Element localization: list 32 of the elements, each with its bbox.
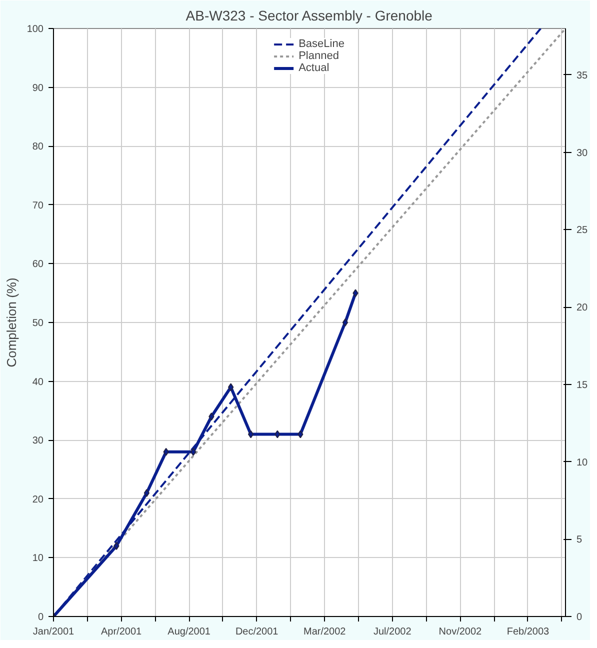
y-tick-label: 100 <box>26 24 44 35</box>
y-tick-label: 40 <box>32 376 44 388</box>
y-axis-title: Completion (%) <box>4 278 19 368</box>
x-tick-label: Mar/2002 <box>304 626 346 638</box>
x-tick-label: Feb/2003 <box>506 626 550 638</box>
y2-tick-label: 15 <box>576 380 588 391</box>
x-tick-label: Apr/2001 <box>100 626 142 638</box>
x-tick-label: Nov/2002 <box>438 626 482 638</box>
legend-label: Planned <box>298 50 339 62</box>
x-tick-label: Aug/2001 <box>168 626 211 638</box>
y-tick-label: 0 <box>38 612 44 623</box>
y2-tick-label: 0 <box>576 612 582 623</box>
chart-title: AB-W323 - Sector Assembly - Grenoble <box>186 8 433 24</box>
y-tick-label: 10 <box>32 553 44 564</box>
y-tick-label: 60 <box>32 259 44 270</box>
y2-tick-label: 20 <box>576 302 588 314</box>
y-tick-label: 20 <box>32 494 44 506</box>
y2-tick-label: 35 <box>576 70 588 82</box>
y2-tick-label: 30 <box>576 148 588 159</box>
y2-tick-label: 10 <box>576 457 588 468</box>
legend-label: Actual <box>298 62 330 74</box>
y-tick-label: 80 <box>32 142 44 153</box>
x-tick-label: Jul/2002 <box>374 626 412 638</box>
x-tick-label: Dec/2001 <box>235 626 279 638</box>
y-tick-label: 70 <box>32 200 44 212</box>
y2-tick-label: 25 <box>576 225 588 236</box>
y-tick-label: 30 <box>32 436 44 447</box>
y-tick-label: 90 <box>32 82 44 94</box>
y-tick-label: 50 <box>32 318 44 329</box>
y2-tick-label: 5 <box>576 534 582 546</box>
x-tick-label: Jan/2001 <box>32 626 75 638</box>
legend-label: BaseLine <box>298 38 344 50</box>
